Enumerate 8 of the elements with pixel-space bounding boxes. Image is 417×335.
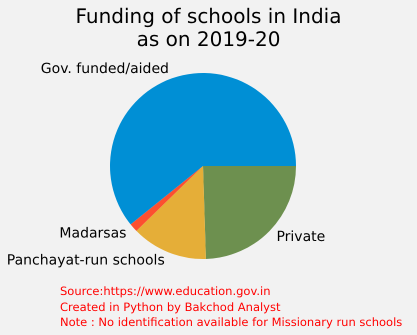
- text: Note : No identification available for Missionary run schools: [60, 315, 402, 330]
- text: Created in Python by Bakchod Analyst: [60, 300, 282, 315]
- slice-label: Madarsas: [59, 226, 126, 242]
- chart-title: Funding of schools in India as on 2019-20: [74, 4, 342, 51]
- slice-label: Private: [276, 228, 326, 245]
- source-note: Source:https://www.education.gov.in: [60, 284, 272, 300]
- slice-label: Gov. funded/aided: [40, 61, 169, 78]
- slice-label: Panchayat-run schools: [6, 252, 165, 269]
